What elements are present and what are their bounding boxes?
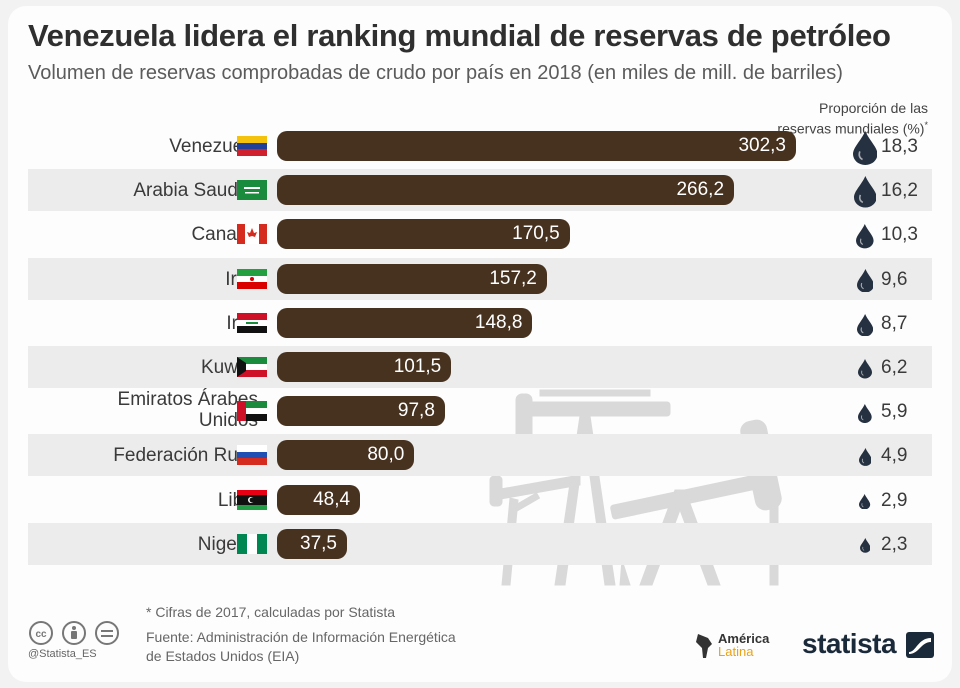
oil-drop-icon — [858, 359, 872, 379]
source-line1: Fuente: Administración de Información En… — [146, 629, 456, 645]
bar: 170,5 — [277, 219, 570, 250]
bar-value-label: 157,2 — [489, 267, 537, 289]
country-label: Venezuela — [169, 136, 258, 157]
bar-value-label: 80,0 — [367, 444, 405, 466]
chart-row: Kuwait 101,5 6,2 — [28, 345, 932, 389]
oil-drop-icon — [859, 493, 871, 510]
chart-row: Federación Rusa 80,0 4,9 — [28, 433, 932, 477]
bar: 266,2 — [277, 175, 735, 206]
uae-flag-icon — [237, 401, 267, 422]
bar: 80,0 — [277, 440, 415, 471]
share-value-label: 9,6 — [881, 268, 908, 290]
statista-logo-icon — [906, 632, 934, 658]
bar: 148,8 — [277, 307, 533, 338]
chart-title: Venezuela lidera el ranking mundial de r… — [28, 18, 891, 53]
share-value-label: 4,9 — [881, 445, 908, 467]
share-value-label: 5,9 — [881, 401, 908, 423]
bar-value-label: 97,8 — [397, 400, 435, 422]
country-label-line: Venezuela — [169, 136, 258, 157]
chart-row: Irak148,88,7 — [28, 301, 932, 345]
bar: 48,4 — [277, 484, 361, 515]
share-value-label: 18,3 — [881, 136, 918, 157]
bar-value-label: 101,5 — [393, 356, 442, 377]
iraq-flag-icon — [237, 312, 267, 333]
chart-row: Venezuela 302,3 18,3 — [28, 124, 932, 168]
oil-drop-icon — [858, 448, 872, 467]
chart-row: Arabia Saudita 266,2 16,2 — [28, 168, 932, 212]
bar: 302,3 — [277, 131, 796, 161]
venezuela-flag-icon — [237, 136, 267, 156]
share-value-label: 16,2 — [881, 180, 918, 202]
share-column-header: Proporción de las reservas mundiales (%)… — [777, 100, 928, 138]
oil-drop-icon — [856, 224, 874, 249]
share-value-label: 10,3 — [881, 224, 918, 246]
row-stripe — [28, 434, 932, 477]
share-value-label: 2,3 — [881, 533, 908, 555]
partner-logo-line2: Latina — [718, 644, 754, 659]
kuwait-flag-icon — [237, 357, 267, 377]
bar-value-label: 302,3 — [738, 135, 786, 156]
bar-value-label: 170,5 — [512, 223, 560, 245]
statista-handle: @Statista_ES — [28, 648, 97, 660]
country-label: Federación Rusa — [113, 445, 258, 466]
chart-card — [8, 6, 952, 682]
country-label: Arabia Saudita — [133, 180, 258, 201]
bar: 101,5 — [277, 352, 452, 382]
statista-wordmark: statista — [802, 628, 897, 659]
chart-subtitle: Volumen de reservas comprobadas de crudo… — [28, 62, 843, 84]
footnote: * Cifras de 2017, calculadas por Statist… — [146, 604, 396, 620]
partner-logo: América Latina — [718, 632, 769, 658]
oil-drop-icon — [859, 538, 871, 554]
chart-row: Irán157,29,6 — [28, 257, 932, 301]
oil-drop-icon — [853, 176, 877, 208]
share-header-line1: Proporción de las — [819, 100, 928, 116]
russia-flag-icon — [237, 445, 267, 466]
oil-drop-icon — [856, 268, 874, 293]
oil-drop-icon — [852, 131, 878, 165]
partner-logo-line1: América — [718, 631, 770, 646]
creative-commons-icons: cc — [29, 621, 119, 645]
share-value-label: 2,9 — [881, 489, 908, 511]
saudi-arabia-flag-icon — [237, 180, 267, 201]
share-header-line2: reservas mundiales (%) — [777, 120, 925, 137]
source-note: Fuente: Administración de Información En… — [146, 628, 546, 666]
country-label-line: Federación Rusa — [113, 445, 258, 467]
bar-value-label: 148,8 — [474, 311, 523, 333]
chart-row: Emiratos Árabes Unidos 97,8 5,9 — [28, 389, 932, 433]
nd-icon — [95, 621, 119, 645]
share-value-label: 6,2 — [881, 357, 908, 378]
by-icon — [62, 621, 86, 645]
oil-drop-icon — [856, 313, 874, 337]
chart-row: Libia48,42,9 — [28, 478, 932, 522]
iran-flag-icon — [237, 268, 267, 289]
row-stripe — [28, 346, 932, 388]
canada-flag-icon — [237, 224, 267, 245]
bar: 157,2 — [277, 263, 547, 294]
america-latina-logo-icon — [696, 634, 712, 658]
country-label-line: Emiratos Árabes — [117, 389, 258, 411]
cc-icon: cc — [29, 621, 53, 645]
nigeria-flag-icon — [237, 533, 267, 554]
source-line2: de Estados Unidos (EIA) — [146, 648, 300, 664]
oil-drop-icon — [858, 403, 872, 423]
libya-flag-icon — [237, 489, 267, 510]
country-label: Emiratos Árabes Unidos — [118, 389, 258, 431]
svg-text:cc: cc — [35, 629, 47, 640]
chart-row: Nigeria 37,5 2,3 — [28, 522, 932, 566]
row-stripe — [28, 522, 932, 565]
bar-value-label: 37,5 — [300, 532, 337, 554]
share-header-mark: * — [924, 120, 928, 130]
bar: 97,8 — [277, 396, 445, 427]
bar: 37,5 — [277, 528, 347, 559]
share-value-label: 8,7 — [881, 312, 908, 334]
country-label-line: Arabia Saudita — [133, 180, 258, 202]
chart-row: Canadá 170,5 10,3 — [28, 212, 932, 256]
bar-value-label: 266,2 — [676, 179, 725, 201]
bar-value-label: 48,4 — [313, 488, 351, 510]
